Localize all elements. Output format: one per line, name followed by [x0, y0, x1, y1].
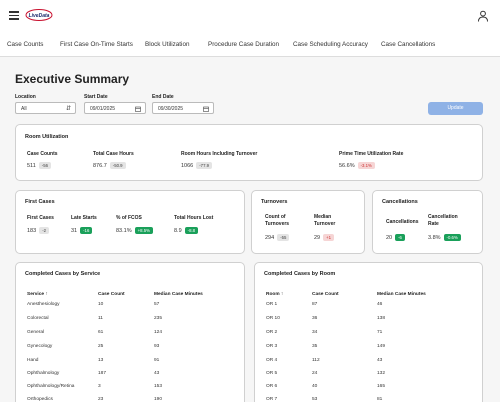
end-date-value: 09/30/2025	[158, 106, 184, 112]
column-header-median-minutes[interactable]: Median Case Minutes	[154, 292, 203, 297]
metric-value: 31 -16	[71, 227, 93, 234]
tab-case-counts[interactable]: Case Counts	[7, 41, 44, 48]
cases-by-service-table: Completed Cases by Service Service ↑ Cas…	[15, 262, 245, 402]
delta-badge: -16	[80, 227, 93, 234]
first-cases-card: First Cases First Cases 183 -2 Late Start…	[15, 190, 245, 254]
update-button[interactable]: Update	[428, 102, 483, 115]
delta-badge: -2	[39, 227, 50, 234]
column-header-service[interactable]: Service ↑	[27, 292, 48, 297]
top-bar: LiveData	[0, 0, 500, 34]
delta-badge: +8.5%	[134, 227, 153, 234]
cancellations-card: Cancellations Cancellations 20 -6 Cancell…	[372, 190, 483, 254]
location-label: Location	[15, 94, 36, 100]
delta-badge: -50.9	[109, 162, 126, 169]
metric-label: Cancellation Rate	[428, 214, 458, 227]
delta-badge: -6	[395, 234, 405, 241]
end-date-label: End Date	[152, 94, 174, 100]
metric-label: Count of Turnovers	[265, 214, 290, 227]
metric-value: 294 -55	[265, 234, 290, 241]
column-header-median-minutes[interactable]: Median Case Minutes	[377, 292, 426, 297]
start-date-input[interactable]: 09/01/2025	[84, 102, 146, 114]
cases-by-room-table: Completed Cases by Room Room ↑ Case Coun…	[254, 262, 483, 402]
location-value: All	[21, 106, 27, 112]
page-title: Executive Summary	[15, 72, 130, 86]
metric-label: First Cases	[27, 215, 54, 221]
metric-label: Total Hours Lost	[174, 215, 214, 221]
metric-value: 511 -56	[27, 162, 51, 169]
svg-text:LiveData: LiveData	[29, 13, 50, 19]
metric-label: % of FCOS	[116, 215, 142, 221]
metric-value: 29 +1	[314, 234, 335, 241]
column-header-case-count[interactable]: Case Count	[98, 292, 125, 297]
delta-badge: +1	[323, 234, 335, 241]
tab-block-utilization[interactable]: Block Utilization	[145, 41, 190, 48]
card-title: Cancellations	[382, 199, 418, 205]
location-select[interactable]: All ⇵	[15, 102, 76, 114]
metric-value: 183 -2	[27, 227, 50, 234]
metric-value: 56.6% -3.1%	[339, 162, 375, 169]
delta-badge: -55	[277, 234, 290, 241]
metric-value: 1066 -77.9	[181, 162, 213, 169]
column-header-case-count[interactable]: Case Count	[312, 292, 339, 297]
user-icon[interactable]	[477, 10, 489, 22]
menu-icon[interactable]	[9, 11, 19, 20]
metric-value: 83.1% +8.5%	[116, 227, 153, 234]
metric-value: 3.8% -0.6%	[428, 234, 461, 241]
tab-procedure-case-duration[interactable]: Procedure Case Duration	[208, 41, 280, 48]
delta-badge: -3.1%	[357, 162, 375, 169]
column-header-room[interactable]: Room ↑	[266, 292, 284, 297]
card-title: Completed Cases by Room	[264, 271, 336, 277]
card-title: Completed Cases by Service	[25, 271, 101, 277]
metric-label: Case Counts	[27, 151, 58, 157]
metric-value: 20 -6	[386, 234, 405, 241]
delta-badge: -77.9	[196, 162, 213, 169]
delta-badge: -56	[38, 162, 51, 169]
metric-label: Room Hours Including Turnover	[181, 151, 258, 157]
calendar-icon[interactable]	[135, 106, 141, 112]
metric-value: 8.9 -8.8	[174, 227, 199, 234]
delta-badge: -8.8	[184, 227, 199, 234]
tab-first-case-on-time-starts[interactable]: First Case On-Time Starts	[60, 41, 133, 48]
card-title: First Cases	[25, 199, 55, 205]
metric-label: Late Starts	[71, 215, 97, 221]
card-title: Turnovers	[261, 199, 288, 205]
metric-label: Prime Time Utilization Rate	[339, 151, 404, 157]
metric-value: 876.7 -50.9	[93, 162, 126, 169]
tab-case-scheduling-accuracy[interactable]: Case Scheduling Accuracy	[293, 41, 368, 48]
metric-label: Total Case Hours	[93, 151, 134, 157]
tab-case-cancellations[interactable]: Case Cancellations	[381, 41, 436, 48]
logo[interactable]: LiveData	[25, 8, 53, 22]
metric-label: Median Turnover	[314, 214, 336, 227]
start-date-label: Start Date	[84, 94, 108, 100]
updown-chevron-icon: ⇵	[65, 106, 71, 112]
delta-badge: -0.6%	[443, 234, 461, 241]
room-utilization-card: Room Utilization Case Counts 511 -56 Tota…	[15, 124, 483, 181]
turnovers-card: Turnovers Count of Turnovers 294 -55 Medi…	[251, 190, 365, 254]
calendar-icon[interactable]	[203, 106, 209, 112]
metric-label: Cancellations	[386, 219, 419, 225]
report-nav: Case Counts First Case On-Time Starts Bl…	[0, 34, 500, 57]
end-date-input[interactable]: 09/30/2025	[152, 102, 214, 114]
card-title: Room Utilization	[25, 134, 69, 140]
start-date-value: 09/01/2025	[90, 106, 116, 112]
